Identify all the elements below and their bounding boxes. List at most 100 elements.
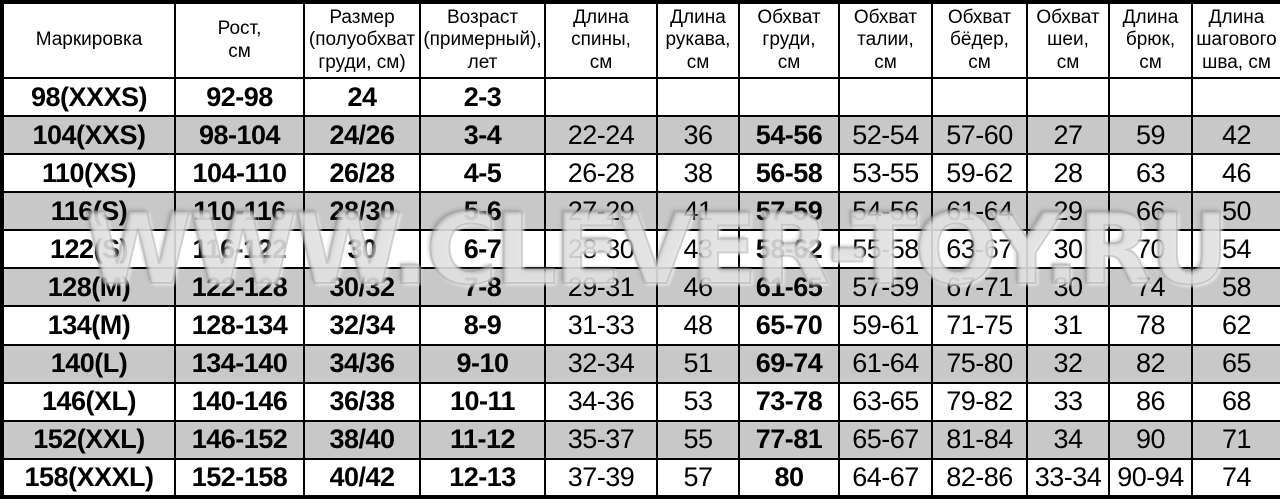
cell: 63-67 <box>931 229 1028 270</box>
cell: 64-67 <box>838 457 933 499</box>
cell: 36 <box>656 115 740 156</box>
cell: 65-70 <box>738 305 840 346</box>
cell <box>544 76 658 118</box>
cell: 42 <box>1191 115 1280 156</box>
cell: 53-55 <box>838 153 933 194</box>
cell: 61-64 <box>838 343 933 384</box>
cell: 29 <box>1026 191 1110 232</box>
cell: 8-9 <box>419 305 546 346</box>
cell: 37-39 <box>544 457 658 499</box>
cell: 32 <box>1026 343 1110 384</box>
cell: 58-62 <box>738 229 840 270</box>
row-label: 134(M) <box>1 305 176 346</box>
cell: 116-122 <box>174 229 305 270</box>
cell <box>1108 76 1193 118</box>
row-label: 140(L) <box>1 343 176 384</box>
cell: 7-8 <box>419 267 546 308</box>
cell: 63 <box>1108 153 1193 194</box>
column-header-11: Длина брюк, см <box>1108 1 1193 79</box>
column-header-3: Размер (полуобхват груди, см) <box>303 1 421 79</box>
cell: 54 <box>1191 229 1280 270</box>
cell: 82 <box>1108 343 1193 384</box>
table-row: 104(XXS) 98-104 24/26 3-4 22-24 36 54-56 52-54 5… <box>1 115 1280 156</box>
cell: 36/38 <box>303 381 421 422</box>
cell: 30/32 <box>303 267 421 308</box>
cell: 56-58 <box>738 153 840 194</box>
cell: 122-128 <box>174 267 305 308</box>
cell: 41 <box>656 191 740 232</box>
cell: 55 <box>656 419 740 460</box>
cell: 152-158 <box>174 457 305 499</box>
cell: 3-4 <box>419 115 546 156</box>
cell: 22-24 <box>544 115 658 156</box>
cell: 140-146 <box>174 381 305 422</box>
cell: 48 <box>656 305 740 346</box>
cell: 74 <box>1108 267 1193 308</box>
cell: 128-134 <box>174 305 305 346</box>
cell: 78 <box>1108 305 1193 346</box>
cell: 57-60 <box>931 115 1028 156</box>
cell: 59 <box>1108 115 1193 156</box>
cell: 134-140 <box>174 343 305 384</box>
cell: 53 <box>656 381 740 422</box>
cell: 104-110 <box>174 153 305 194</box>
cell: 52-54 <box>838 115 933 156</box>
cell: 24/26 <box>303 115 421 156</box>
cell: 30 <box>303 229 421 270</box>
cell: 81-84 <box>931 419 1028 460</box>
column-header-5: Длина спины, см <box>544 1 658 79</box>
table-row: 146(XL) 140-146 36/38 10-11 34-36 53 73-78 63-6… <box>1 381 1280 422</box>
row-label: 158(XXXL) <box>1 457 176 499</box>
cell: 32-34 <box>544 343 658 384</box>
cell: 27 <box>1026 115 1110 156</box>
cell: 59-61 <box>838 305 933 346</box>
cell: 34-36 <box>544 381 658 422</box>
cell <box>1026 76 1110 118</box>
cell: 61-64 <box>931 191 1028 232</box>
cell: 46 <box>1191 153 1280 194</box>
cell: 57-59 <box>738 191 840 232</box>
cell: 32/34 <box>303 305 421 346</box>
cell: 26-28 <box>544 153 658 194</box>
cell: 50 <box>1191 191 1280 232</box>
cell: 92-98 <box>174 76 305 118</box>
cell: 59-62 <box>931 153 1028 194</box>
row-label: 104(XXS) <box>1 115 176 156</box>
table-row: 152(XXL) 146-152 38/40 11-12 35-37 55 77-81 65-… <box>1 419 1280 460</box>
cell: 10-11 <box>419 381 546 422</box>
column-header-6: Длина рукава, см <box>656 1 740 79</box>
cell: 6-7 <box>419 229 546 270</box>
row-label: 122(S) <box>1 229 176 270</box>
cell: 24 <box>303 76 421 118</box>
cell: 73-78 <box>738 381 840 422</box>
cell <box>838 76 933 118</box>
row-label: 152(XXL) <box>1 419 176 460</box>
cell: 31-33 <box>544 305 658 346</box>
cell: 35-37 <box>544 419 658 460</box>
cell: 40/42 <box>303 457 421 499</box>
cell: 63-65 <box>838 381 933 422</box>
cell: 9-10 <box>419 343 546 384</box>
table-row: 158(XXXL) 152-158 40/42 12-13 37-39 57 80 64-67… <box>1 457 1280 499</box>
cell <box>931 76 1028 118</box>
cell: 43 <box>656 229 740 270</box>
cell: 27-29 <box>544 191 658 232</box>
cell: 86 <box>1108 381 1193 422</box>
table-row: 140(L) 134-140 34/36 9-10 32-34 51 69-74 61-64 7… <box>1 343 1280 384</box>
column-header-12: Длина шагового шва, см <box>1191 1 1280 79</box>
cell: 57-59 <box>838 267 933 308</box>
cell: 4-5 <box>419 153 546 194</box>
cell: 68 <box>1191 381 1280 422</box>
cell: 65 <box>1191 343 1280 384</box>
cell: 65-67 <box>838 419 933 460</box>
cell: 110-116 <box>174 191 305 232</box>
cell: 38 <box>656 153 740 194</box>
cell: 90-94 <box>1108 457 1193 499</box>
cell: 67-71 <box>931 267 1028 308</box>
cell <box>1191 76 1280 118</box>
cell: 66 <box>1108 191 1193 232</box>
row-label: 128(M) <box>1 267 176 308</box>
cell: 26/28 <box>303 153 421 194</box>
cell: 34 <box>1026 419 1110 460</box>
